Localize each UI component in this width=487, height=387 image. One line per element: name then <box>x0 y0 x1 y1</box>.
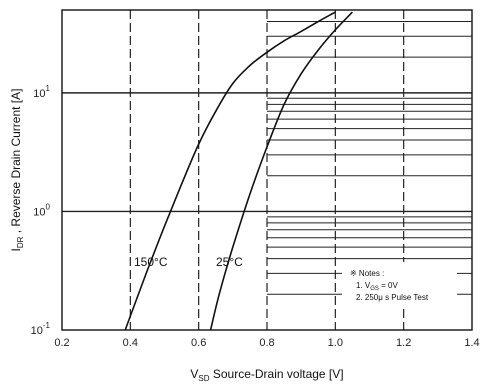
series-label-25c: 25°C <box>216 255 243 269</box>
y-tick-label: 100 <box>33 202 50 218</box>
x-tick-label: 0.2 <box>54 337 69 349</box>
series-line-25c <box>209 11 353 331</box>
plot-frame <box>61 9 473 331</box>
x-tick-label: 0.8 <box>259 337 274 349</box>
notes-background <box>342 262 457 306</box>
notes-line-1: 1. VGS = 0V <box>356 281 398 292</box>
x-tick-label: 1.2 <box>396 337 411 349</box>
x-tick-label: 0.4 <box>123 337 138 349</box>
x-tick-labels: 0.2 0.4 0.6 0.8 1.0 1.2 1.4 <box>54 337 479 349</box>
x-axis-label: VSD Source-Drain voltage [V] <box>190 367 343 383</box>
y-tick-labels: 10-1 100 101 <box>31 84 51 337</box>
x-tick-label: 1.4 <box>464 337 479 349</box>
y-axis-label: IDR , Reverse Drain Current [A] <box>9 89 25 252</box>
y-tick-label: 101 <box>33 84 50 100</box>
series-label-150c: 150°C <box>134 255 168 269</box>
y-tick-label: 10-1 <box>31 321 51 337</box>
notes-box: ※ Notes : 1. VGS = 0V 2. 250μ s Pulse Te… <box>342 262 457 306</box>
notes-line-2: 2. 250μ s Pulse Test <box>356 293 429 302</box>
series-line-150c <box>124 11 336 331</box>
notes-title: ※ Notes : <box>350 269 384 278</box>
series-layer <box>124 11 353 331</box>
x-tick-label: 0.6 <box>191 337 206 349</box>
x-tick-label: 1.0 <box>328 337 343 349</box>
grid <box>62 10 472 330</box>
